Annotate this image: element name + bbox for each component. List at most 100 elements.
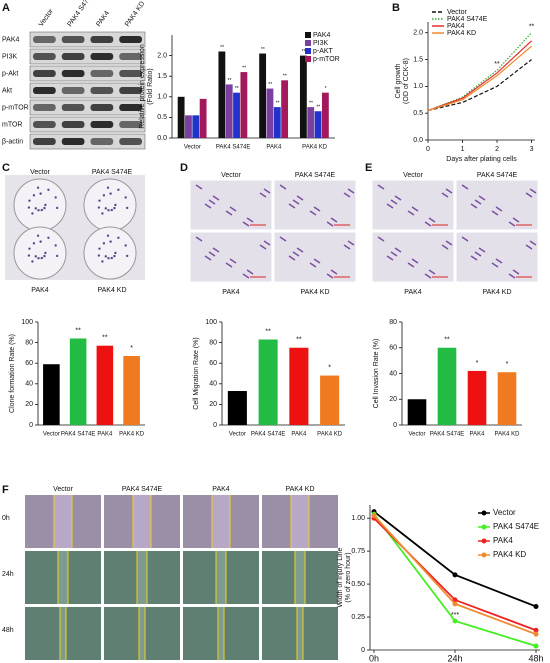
cell [470,203,478,209]
bar [281,80,289,138]
x-tick-label: 3 [530,146,534,153]
cell [347,188,355,194]
y-axis-label: Cell Migration Rate (%) [193,337,200,409]
x-tick-label: Vector [43,432,60,438]
photo-label: PAK4 S474E [122,486,163,493]
cell [428,217,436,223]
cell [330,269,338,275]
cell [386,203,394,209]
cell [208,251,216,257]
legend-label: PAK4 [493,536,513,545]
bar [407,399,427,425]
photo-label: Vector [221,172,242,179]
colony [104,255,107,258]
cell [212,247,220,253]
y-tick-label: 20 [25,401,33,408]
bar [96,345,114,425]
wound [291,495,309,548]
blot-band [119,53,142,60]
point [533,627,539,633]
blot-column-label: Vector [38,7,56,28]
blot-strip [29,116,146,133]
significance: ** [261,47,265,53]
colony [37,208,40,212]
cell [259,244,267,250]
cell [330,217,338,223]
significance: *** [451,612,459,619]
y-tick-label: 0 [393,422,397,429]
colony [102,242,106,245]
significance: ** [268,82,272,88]
blot-band [119,70,142,77]
colony [31,212,34,215]
photo [371,179,455,231]
cell [204,255,212,261]
significance: ** [242,65,246,71]
x-tick-label: Vector [184,145,201,151]
y-tick-label: 1.0 [157,94,167,101]
cell [377,236,385,242]
bar [437,347,457,425]
blot-band [119,138,142,145]
wound [58,551,68,604]
significance: ** [302,49,306,55]
cell [407,262,415,268]
significance: ** [220,45,224,51]
cell [296,247,304,253]
cell [309,210,317,216]
y-tick-label: 60 [209,360,217,367]
y-tick-label: 80 [389,319,397,326]
cell [343,244,351,250]
cell [424,273,432,279]
significance: ** [265,328,271,335]
blot-band [33,87,56,94]
blot-strip [29,99,146,116]
cell [529,188,537,194]
y-tick-label: 0 [361,647,365,654]
bar [177,96,185,138]
blot-band [61,121,85,128]
panel-letter: E [365,162,372,174]
x-tick-label: PAK4 [291,432,307,438]
series-line [427,45,532,112]
cell [495,258,503,264]
significance: ** [276,100,280,106]
x-tick-label: 0 [426,146,430,153]
x-tick-label: PAK4 KD [495,432,521,438]
point [371,513,377,519]
colony [34,255,37,258]
cell [225,210,233,216]
photo-label: Vector [30,169,51,176]
bar [43,364,60,425]
x-tick-label: PAK4 S474E [61,432,96,438]
y-tick-label: 20 [389,396,397,403]
colony [113,206,116,210]
cell [212,195,220,201]
wound [133,495,151,548]
blot-row-label: PI3K [2,53,18,60]
x-axis-label: Days after plating cells [446,156,517,163]
y-tick-label: 0 [213,422,217,429]
colony [106,186,110,189]
blot-row-label: Akt [2,87,12,94]
cell [508,221,516,227]
point [533,643,539,649]
blot-band [33,138,56,145]
panel-letter: D [180,162,188,174]
cell [242,221,250,227]
y-tick-label: 80 [25,339,33,346]
cell [411,258,419,264]
colony [98,199,101,202]
blot-band [90,53,114,60]
x-tick-label: 0h [369,653,379,663]
photo [371,231,455,283]
bar [321,92,329,138]
colony [31,260,34,263]
panel-letter: F [2,484,9,496]
photo-label: PAK4 KD [482,289,511,296]
legend-label: PI3K [313,40,329,47]
photo-label: PAK4 [222,289,239,296]
x-tick-label: PAK4 [97,432,113,438]
bar [307,107,315,138]
bar [192,115,200,138]
